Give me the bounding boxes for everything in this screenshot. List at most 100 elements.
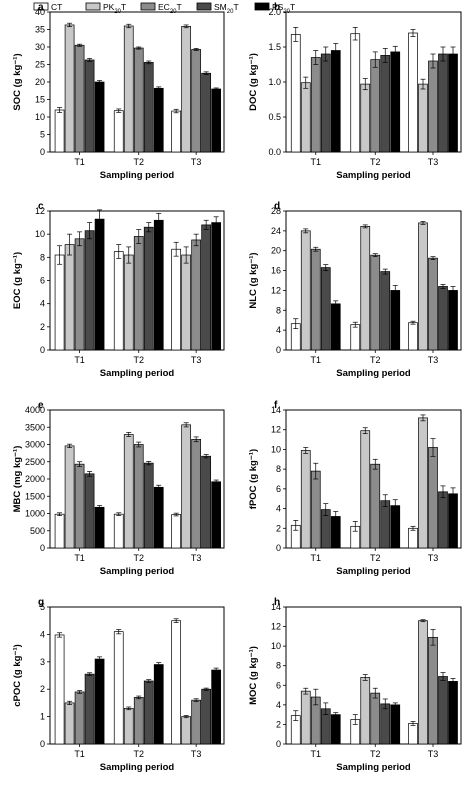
panel-b-ylabel: DOC (g kg⁻¹) xyxy=(248,53,259,111)
panel-g-bar-ps20t-t2 xyxy=(153,664,164,745)
panel-g-bar-pk20t-t3 xyxy=(181,716,192,745)
panel-d-ytick-label: 16 xyxy=(271,266,281,276)
panel-d-ytick-label: 20 xyxy=(271,246,281,256)
panel-g-xtick-label: T2 xyxy=(133,749,144,759)
panel-g-bar-ec20t-t1 xyxy=(74,691,85,745)
panel-a-bar-ct-t3 xyxy=(171,110,182,153)
panel-g-bar-pk20t-t2 xyxy=(123,708,134,745)
panel-g-ylabel: cPOC (g kg⁻¹) xyxy=(12,644,23,707)
panel-c-bar-ec20t-t1 xyxy=(74,238,85,351)
panel-g-bar-ps20t-t1 xyxy=(94,658,105,745)
panel-f-bar-sm20t-t2 xyxy=(380,500,391,549)
panel-c-bar-ec20t-t3 xyxy=(191,239,202,351)
panel-c-ytick-label: 8 xyxy=(40,252,45,262)
legend-label-pk: PK20T xyxy=(103,2,126,15)
panel-f-ytick-label: 14 xyxy=(271,405,281,415)
panel-b-letter: b xyxy=(274,2,280,13)
panel-c-xlabel: Sampling period xyxy=(100,368,175,379)
panel-d-bar-ps20t-t3 xyxy=(448,290,458,351)
panel-h-bar-sm20t-t2 xyxy=(380,703,391,745)
panel-b-xtick-label: T2 xyxy=(370,157,381,167)
panel-b-bar-ps20t-t2 xyxy=(390,51,401,153)
panel-d-ytick-label: 4 xyxy=(276,325,281,335)
panel-d-bar-ec20t-t1 xyxy=(310,248,321,351)
panel-d-xlabel: Sampling period xyxy=(336,368,411,379)
panel-g-bar-ec20t-t2 xyxy=(133,697,144,745)
panel-c-bar-sm20t-t2 xyxy=(143,226,154,351)
panel-d-ylabel: NLC (g kg⁻¹) xyxy=(248,252,259,308)
panel-g-bar-ct-t3 xyxy=(171,620,182,745)
panel-e-ytick-label: 500 xyxy=(30,526,45,536)
panel-e-bar-sm20t-t3 xyxy=(201,455,212,549)
panel-c-bar-sm20t-t1 xyxy=(84,230,95,351)
panel-c-bar-ct-t1 xyxy=(54,254,65,351)
panel-d-bar-ec20t-t2 xyxy=(370,254,381,351)
panel-g-bar-sm20t-t3 xyxy=(201,688,212,745)
panel-a-bar-pk20t-t1 xyxy=(64,24,75,153)
panel-g-bar-ct-t2 xyxy=(113,631,124,745)
panel-c-letter: c xyxy=(38,201,44,212)
panel-e-letter: e xyxy=(38,400,44,411)
panel-e-bar-ct-t2 xyxy=(113,513,124,549)
panel-g-xtick-label: T1 xyxy=(74,749,85,759)
panel-c-bar-pk20t-t3 xyxy=(181,254,192,351)
panel-g-ytick-label: 3 xyxy=(40,657,45,667)
legend-swatch-ps xyxy=(254,2,270,11)
panel-f: f 0 2 4 6 8 10 12 14 fPOC (g kg⁻¹) T1 T2 T3 Sampling … xyxy=(248,400,462,577)
panel-c-bar-pk20t-t1 xyxy=(64,244,75,351)
panel-b-bar-ct-t1 xyxy=(290,34,301,153)
panel-f-ytick-label: 0 xyxy=(276,543,281,553)
panel-b-bar-pk20t-t3 xyxy=(418,83,428,153)
panel-b-bar-ps20t-t3 xyxy=(448,53,458,153)
panel-a-ytick-label: 25 xyxy=(35,60,45,70)
panel-b-ytick-label: 0.5 xyxy=(268,112,281,122)
panel-h-xtick-label: T3 xyxy=(428,749,439,759)
panel-f-ytick-label: 2 xyxy=(276,523,281,533)
legend-item-ct: CT xyxy=(33,2,62,12)
panel-e-bar-ec20t-t3 xyxy=(191,438,202,549)
panel-f-bar-ps20t-t3 xyxy=(448,493,458,549)
panel-d-ytick-label: 12 xyxy=(271,285,281,295)
panel-a-ytick-label: 15 xyxy=(35,95,45,105)
legend-item-pk: PK20T xyxy=(85,2,126,15)
panel-c-ylabel: EOC (g kg⁻¹) xyxy=(12,252,23,309)
panel-e-ytick-label: 3500 xyxy=(25,422,45,432)
legend-item-ec: EC20T xyxy=(140,2,182,15)
panel-a-xtick-label: T2 xyxy=(133,157,144,167)
panel-b-xtick-label: T1 xyxy=(310,157,321,167)
panel-e-bar-sm20t-t1 xyxy=(84,473,95,549)
panel-c-bar-ct-t2 xyxy=(113,251,124,351)
panel-e: e 0 500 1000 1500 2000 2500 3000 3500 4000 MBC (mg… xyxy=(12,400,225,577)
panel-h-bar-pk20t-t3 xyxy=(418,620,428,745)
panel-c-xtick-label: T1 xyxy=(74,355,85,365)
panel-g-bar-ps20t-t3 xyxy=(211,669,222,745)
panel-c-bar-ct-t3 xyxy=(171,248,182,351)
panel-f-letter: f xyxy=(274,400,278,411)
panel-d-bar-sm20t-t2 xyxy=(380,271,391,351)
panel-d-bar-sm20t-t3 xyxy=(438,286,448,351)
panel-g-bar-ec20t-t3 xyxy=(191,699,202,745)
panel-e-xtick-label: T1 xyxy=(74,553,85,563)
panel-e-ytick-label: 2500 xyxy=(25,457,45,467)
panel-f-bar-pk20t-t3 xyxy=(418,417,428,549)
panel-a-bar-ct-t2 xyxy=(113,110,124,153)
panel-e-ytick-label: 1000 xyxy=(25,509,45,519)
panel-a-bar-ec20t-t1 xyxy=(74,44,85,153)
panel-a-ylabel: SOC (g kg⁻¹) xyxy=(12,53,23,110)
panel-c-bar-sm20t-t3 xyxy=(201,224,212,351)
legend-swatch-pk xyxy=(85,2,101,11)
panel-f-xtick-label: T2 xyxy=(370,553,381,563)
panel-d-bar-ec20t-t3 xyxy=(428,257,438,351)
panel-g-ytick-label: 1 xyxy=(40,712,45,722)
legend-item-sm: SM20T xyxy=(196,2,239,15)
panel-f-bar-pk20t-t1 xyxy=(300,450,311,549)
panel-h-ytick-label: 12 xyxy=(271,622,281,632)
panel-c-ytick-label: 0 xyxy=(40,345,45,355)
panel-d-bar-ps20t-t1 xyxy=(330,303,341,351)
panel-h-bar-ps20t-t2 xyxy=(390,704,401,745)
panel-a-bar-pk20t-t3 xyxy=(181,26,192,153)
panel-e-bar-ec20t-t1 xyxy=(74,463,85,549)
panel-e-bar-ct-t3 xyxy=(171,514,182,549)
panel-a-bar-ps20t-t1 xyxy=(94,81,105,153)
